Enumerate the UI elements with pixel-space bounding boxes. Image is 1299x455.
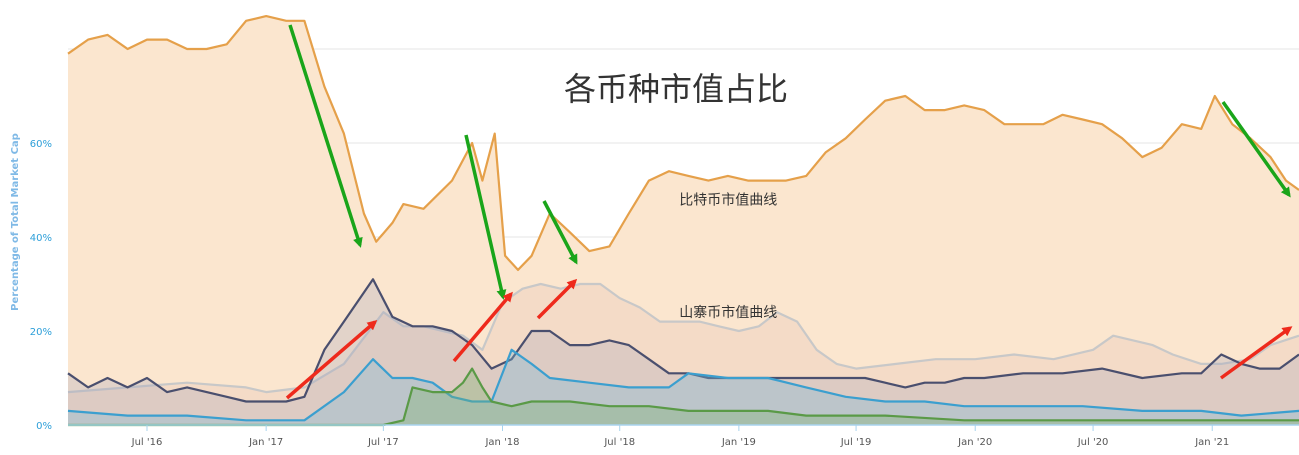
x-tick-label: Jul '19	[840, 437, 872, 448]
y-tick-label: 20%	[30, 327, 52, 338]
series-line-navy	[67, 278, 1299, 403]
annotation-altcoin-curve: 山寨币市值曲线	[679, 304, 777, 321]
series-area-navy	[68, 279, 1299, 425]
green-arrow-3	[542, 200, 578, 265]
red-arrow-4	[1219, 326, 1293, 380]
x-tick-label: Jul '18	[603, 437, 635, 448]
tick-layer: 0% 20% 40% 60% Jul '16 Jan '17 Jul '17 Jan '18 J…	[30, 139, 1230, 448]
series-area-green	[68, 368, 1299, 425]
series-line-green	[68, 367, 1299, 427]
trend-arrows	[285, 24, 1293, 400]
red-arrow-1	[285, 320, 378, 400]
x-tick-label: Jan '19	[721, 437, 756, 448]
annotation-bitcoin-curve: 比特币市值曲线	[679, 191, 777, 208]
x-tick-label: Jan '18	[484, 437, 519, 448]
y-axis-title: Percentage of Total Market Cap	[10, 133, 21, 311]
series-line-altcoin	[67, 282, 1299, 394]
series-line-blue	[67, 348, 1299, 422]
red-arrow-2	[452, 291, 513, 363]
y-tick-label: 0%	[36, 421, 52, 432]
x-tick-label: Jan '21	[1194, 437, 1229, 448]
y-tick-label: 60%	[30, 139, 52, 150]
x-tick-label: Jul '20	[1077, 437, 1109, 448]
red-arrow-3	[536, 278, 578, 320]
green-arrow-2	[464, 134, 507, 300]
x-tick-label: Jan '17	[248, 437, 283, 448]
y-tick-label: 40%	[30, 233, 52, 244]
x-tick-label: Jan '20	[957, 437, 992, 448]
series-line-bitcoin	[67, 15, 1299, 271]
series-area-altcoin	[68, 284, 1299, 425]
green-arrow-4	[1221, 100, 1291, 198]
chart-title: 各币种市值占比	[564, 70, 788, 108]
x-tick-label: Jul '16	[131, 437, 163, 448]
green-arrow-1	[288, 24, 363, 248]
x-tick-label: Jul '17	[367, 437, 399, 448]
